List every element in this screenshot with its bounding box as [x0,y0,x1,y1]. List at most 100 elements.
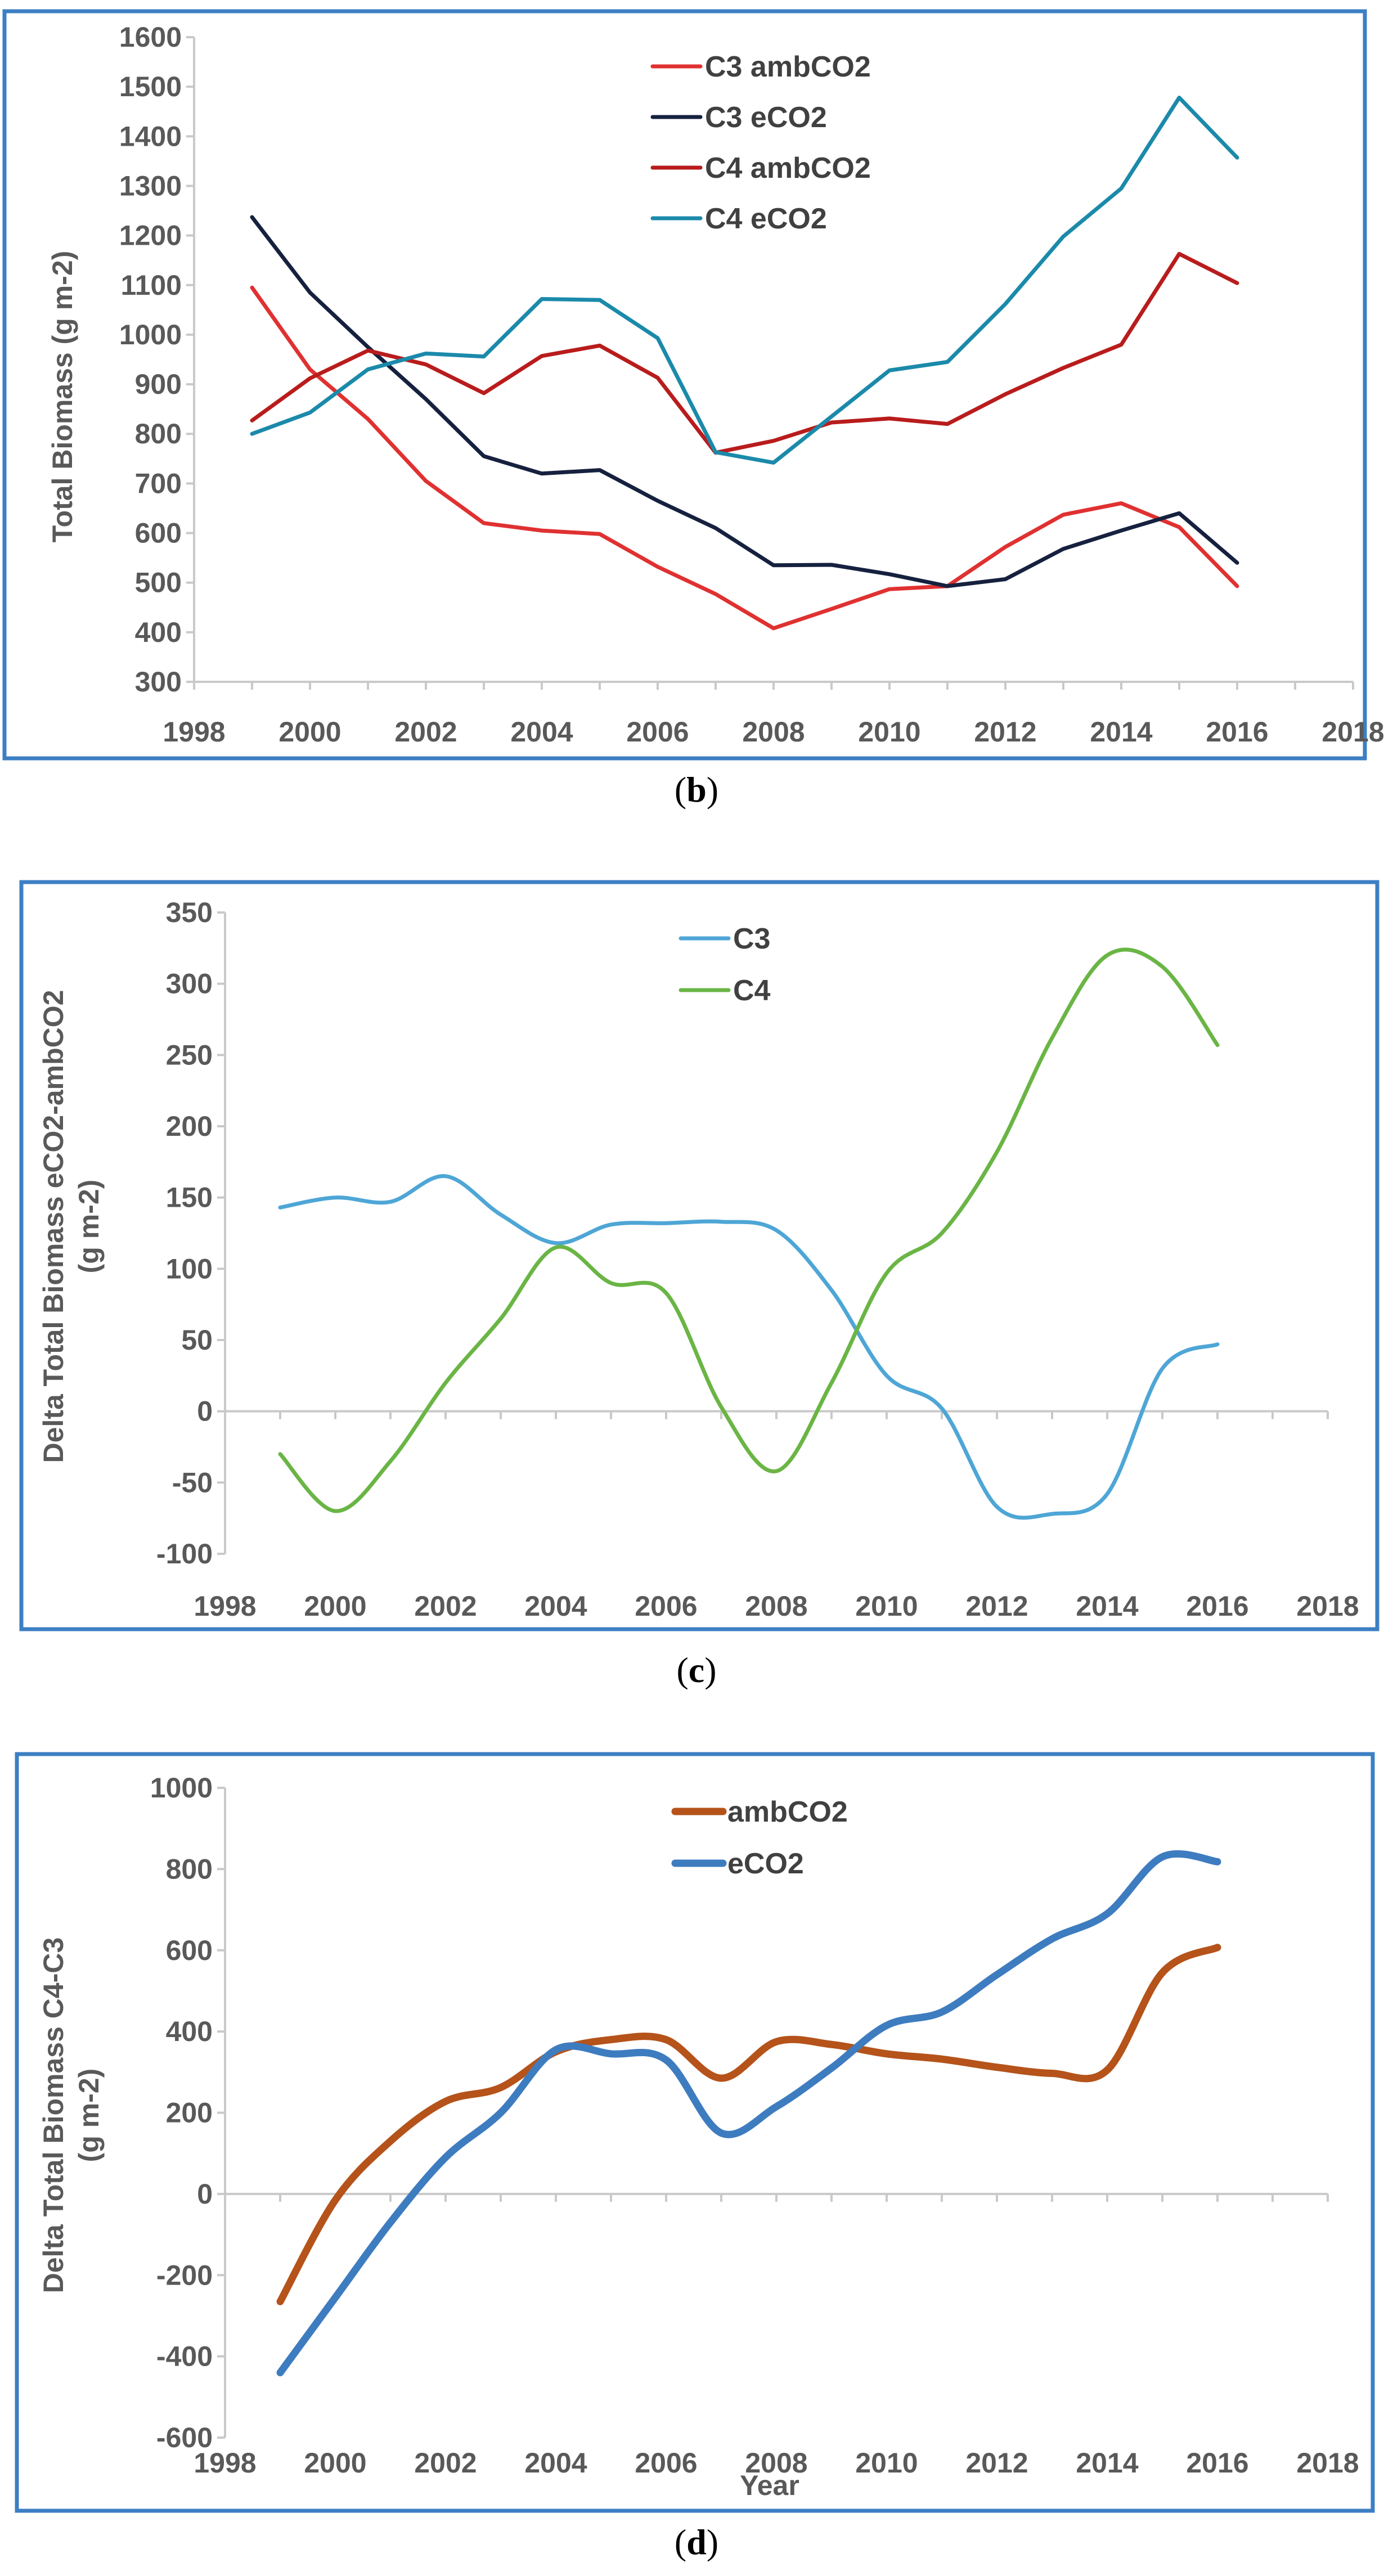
x-tick-label: 2004 [524,1590,587,1622]
series-line-c4-ambco2 [250,251,1239,455]
y-tick-label: 1000 [150,1772,213,1804]
legend-label: C4 ambCO2 [705,152,871,185]
data-point [500,1318,501,1319]
y-tick-label: 600 [135,518,182,549]
data-point [1005,546,1006,547]
y-tick-label: 200 [166,1111,213,1142]
x-tick-label: 2006 [626,716,689,748]
data-point [889,418,890,419]
x-tick-label: 1998 [163,716,225,748]
data-point [390,2222,391,2223]
data-point [1005,303,1006,304]
data-point [367,350,369,351]
y-tick-label: -50 [172,1467,213,1498]
data-point [367,347,369,348]
data-point [996,1974,997,1975]
y-axis-title-b: Total Biomass (g m-2) [47,251,78,543]
y-tick-label: 0 [197,2178,213,2210]
data-point [831,422,832,423]
y-tick-label: 900 [135,368,182,400]
series-line-c4 [278,947,1220,1513]
data-point [996,2067,997,2068]
series-layer-c [278,947,1220,1520]
x-tick-label: 2012 [965,1590,1028,1622]
data-point [776,1471,777,1472]
data-point [280,1207,281,1208]
y-tick-label: -100 [156,1538,213,1570]
data-point [500,2087,501,2088]
data-point [483,456,484,457]
legend-label: ambCO2 [727,1796,848,1828]
data-point [776,2041,777,2042]
data-point [715,528,716,529]
data-point [541,530,542,531]
data-point [335,2200,336,2201]
x-tick-label: 2014 [1076,2447,1138,2479]
x-tick-label: 2008 [742,716,805,748]
data-point [610,1283,612,1284]
data-point [666,2039,667,2040]
data-point [1162,1368,1163,1369]
data-point [425,399,426,400]
data-point [721,1406,722,1408]
data-point [947,424,948,425]
data-point [1063,367,1064,368]
data-point [886,2053,887,2054]
y-axis-b: 300 400 500 600 700 800 900 1000 1100 1200 1300 140… [119,21,195,698]
data-point [309,292,311,293]
y-tick-label: 200 [166,2097,213,2129]
y-tick-label: 400 [166,2016,213,2047]
x-tick-label: 2000 [304,1590,366,1622]
data-point [1052,1037,1053,1039]
x-tick-label: 1998 [194,2447,256,2479]
data-point [500,2112,501,2114]
y-tick-label: 1500 [119,71,182,102]
legend-label: eCO2 [727,1847,804,1880]
data-point [1179,97,1180,98]
data-point [483,523,484,524]
caption-d: (d) [675,2522,718,2562]
data-point [715,452,716,453]
data-point [1063,549,1064,550]
data-point [941,2012,942,2013]
data-point [889,370,890,371]
x-tick-label: 2018 [1296,1590,1359,1622]
legend-label: C3 ambCO2 [705,51,871,83]
series-line-eco2 [276,1850,1221,2376]
chart-frame-d [15,1752,1375,2513]
y-tick-label: 700 [135,467,182,499]
y-axis-title-d: Delta Total Biomass C4-C3 [38,1937,69,2294]
data-point [1107,1494,1108,1495]
legend-label: C4 eCO2 [705,203,827,235]
data-point [773,462,774,463]
x-axis-b: 1998 2000 2002 2004 2006 2008 2010 2012 2014 2016… [163,681,1385,748]
data-point [335,2297,336,2298]
data-point [657,500,658,501]
data-point [941,1408,942,1409]
data-point [541,473,542,474]
x-tick-label: 2000 [304,2447,366,2479]
x-tick-label: 2016 [1186,1590,1248,1622]
data-point [947,586,948,587]
data-point [947,361,948,362]
data-point [831,2067,832,2069]
y-tick-label: 1200 [119,220,182,251]
series-line-c3 [278,1174,1220,1520]
data-point [721,2133,722,2134]
x-tick-label: 2000 [278,716,341,748]
data-point [541,356,542,357]
data-point [776,1230,777,1231]
data-point [996,1506,997,1507]
data-point [1063,236,1064,237]
data-point [1121,188,1122,189]
caption-b: (b) [675,770,718,810]
data-point [500,1214,501,1215]
data-point [831,416,832,417]
y-tick-label: -200 [156,2259,213,2291]
data-point [1217,1861,1218,1862]
legend-label: C3 [733,923,770,955]
chart-frame-c [19,880,1379,1631]
data-point [1162,1856,1163,1858]
data-point [483,393,484,394]
y-tick-label: 250 [166,1039,213,1071]
